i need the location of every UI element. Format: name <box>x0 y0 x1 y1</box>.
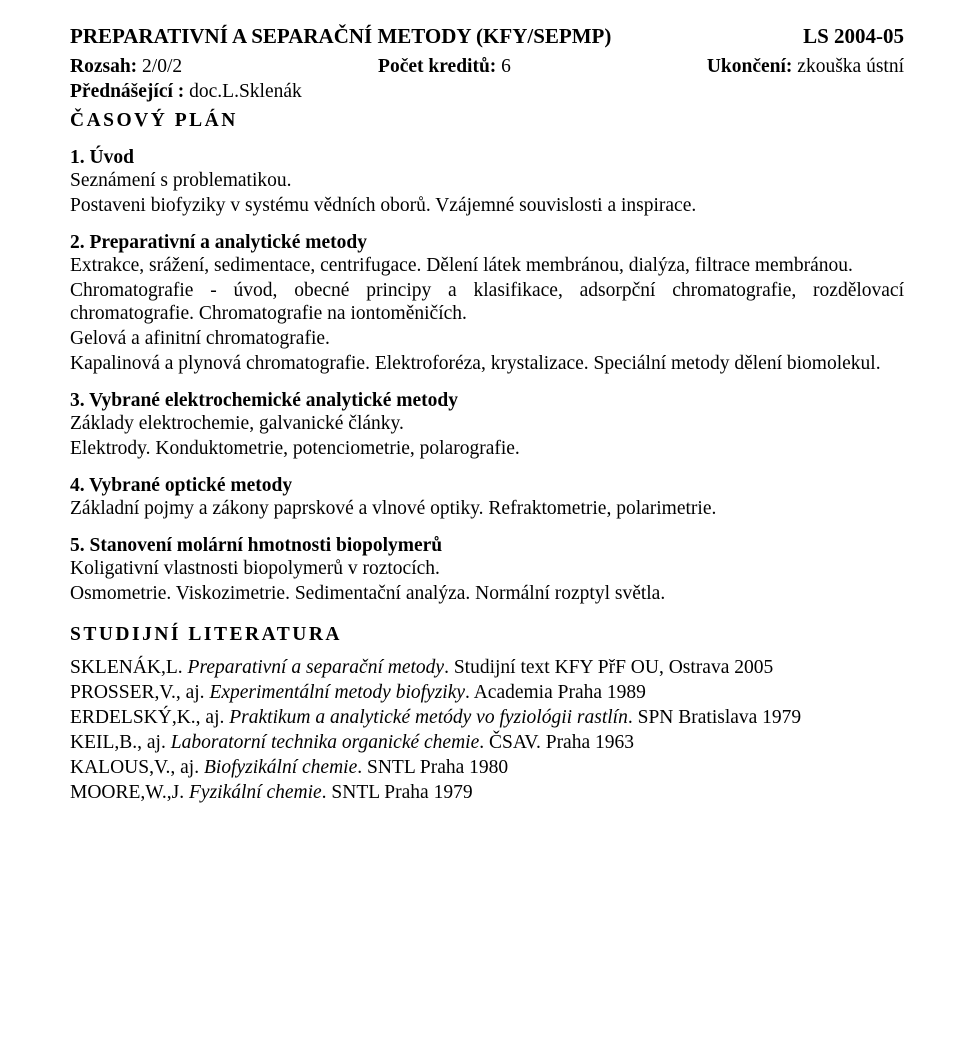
lit-5-author: KALOUS,V., aj. <box>70 757 204 778</box>
prednasejici-label: Přednášející : <box>70 81 184 102</box>
section-4-p1: Základní pojmy a zákony paprskové a vlno… <box>70 497 904 520</box>
section-2-p4: Kapalinová a plynová chromatografie. Ele… <box>70 352 904 375</box>
literature-entry-3: ERDELSKÝ,K., aj. Praktikum a analytické … <box>70 706 904 729</box>
section-3-p2: Elektrody. Konduktometrie, potenciometri… <box>70 437 904 460</box>
section-1-p2: Postaveni biofyziky v systému vědních ob… <box>70 194 904 217</box>
lit-1-title: Preparativní a separační metody <box>188 657 445 678</box>
lit-4-post: . ČSAV. Praha 1963 <box>479 732 634 753</box>
kredity: Počet kreditů: 6 <box>182 55 707 78</box>
prednasejici-value: doc.L.Sklenák <box>184 81 302 102</box>
literature-heading: STUDIJNÍ LITERATURA <box>70 623 904 646</box>
lit-3-title: Praktikum a analytické metódy vo fyzioló… <box>229 707 628 728</box>
lit-4-title: Laboratorní technika organické chemie <box>171 732 480 753</box>
literature-entry-2: PROSSER,V., aj. Experimentální metody bi… <box>70 681 904 704</box>
section-2-p3: Gelová a afinitní chromatografie. <box>70 327 904 350</box>
lit-5-post: . SNTL Praha 1980 <box>357 757 508 778</box>
lit-1-author: SKLENÁK,L. <box>70 657 188 678</box>
lit-6-post: . SNTL Praha 1979 <box>322 782 473 803</box>
section-5-title: 5. Stanovení molární hmotnosti biopolyme… <box>70 534 904 557</box>
kredity-value: 6 <box>496 56 511 77</box>
literature-entry-1: SKLENÁK,L. Preparativní a separační meto… <box>70 656 904 679</box>
rozsah-label: Rozsah: <box>70 56 137 77</box>
ukonceni: Ukončení: zkouška ústní <box>707 55 904 78</box>
kredity-label: Počet kreditů: <box>378 56 496 77</box>
lit-1-post: . Studijní text KFY PřF OU, Ostrava 2005 <box>444 657 773 678</box>
casovy-plan-heading: ČASOVÝ PLÁN <box>70 109 904 132</box>
lit-6-author: MOORE,W.,J. <box>70 782 189 803</box>
course-title: PREPARATIVNÍ A SEPARAČNÍ METODY (KFY/SEP… <box>70 24 611 49</box>
section-3: 3. Vybrané elektrochemické analytické me… <box>70 389 904 460</box>
section-4-title: 4. Vybrané optické metody <box>70 474 904 497</box>
rozsah-value: 2/0/2 <box>137 56 182 77</box>
prednasejici: Přednášející : doc.L.Sklenák <box>70 80 904 103</box>
literature-entry-4: KEIL,B., aj. Laboratorní technika organi… <box>70 731 904 754</box>
course-header: PREPARATIVNÍ A SEPARAČNÍ METODY (KFY/SEP… <box>70 24 904 49</box>
section-5-p1: Koligativní vlastnosti biopolymerů v roz… <box>70 557 904 580</box>
section-5: 5. Stanovení molární hmotnosti biopolyme… <box>70 534 904 605</box>
course-info-row: Rozsah: 2/0/2 Počet kreditů: 6 Ukončení:… <box>70 55 904 78</box>
section-1: 1. Úvod Seznámení s problematikou. Posta… <box>70 146 904 217</box>
section-2: 2. Preparativní a analytické metody Extr… <box>70 231 904 375</box>
section-1-title: 1. Úvod <box>70 146 904 169</box>
section-3-title: 3. Vybrané elektrochemické analytické me… <box>70 389 904 412</box>
section-4: 4. Vybrané optické metody Základní pojmy… <box>70 474 904 520</box>
lit-4-author: KEIL,B., aj. <box>70 732 171 753</box>
literature-entry-6: MOORE,W.,J. Fyzikální chemie. SNTL Praha… <box>70 781 904 804</box>
section-1-p1: Seznámení s problematikou. <box>70 169 904 192</box>
rozsah: Rozsah: 2/0/2 <box>70 55 182 78</box>
ukonceni-label: Ukončení: <box>707 56 793 77</box>
lit-5-title: Biofyzikální chemie <box>204 757 357 778</box>
section-2-p2: Chromatografie - úvod, obecné principy a… <box>70 279 904 325</box>
section-2-title: 2. Preparativní a analytické metody <box>70 231 904 254</box>
section-5-p2: Osmometrie. Viskozimetrie. Sedimentační … <box>70 582 904 605</box>
literature-entry-5: KALOUS,V., aj. Biofyzikální chemie. SNTL… <box>70 756 904 779</box>
ukonceni-value: zkouška ústní <box>792 56 904 77</box>
document-page: PREPARATIVNÍ A SEPARAČNÍ METODY (KFY/SEP… <box>0 0 960 1064</box>
lit-2-title: Experimentální metody biofyziky <box>209 682 465 703</box>
lit-3-post: . SPN Bratislava 1979 <box>628 707 801 728</box>
lit-2-post: . Academia Praha 1989 <box>465 682 646 703</box>
lit-2-author: PROSSER,V., aj. <box>70 682 209 703</box>
section-2-p1: Extrakce, srážení, sedimentace, centrifu… <box>70 254 904 277</box>
lit-3-author: ERDELSKÝ,K., aj. <box>70 707 229 728</box>
course-term: LS 2004-05 <box>803 24 904 49</box>
section-3-p1: Základy elektrochemie, galvanické články… <box>70 412 904 435</box>
lit-6-title: Fyzikální chemie <box>189 782 322 803</box>
